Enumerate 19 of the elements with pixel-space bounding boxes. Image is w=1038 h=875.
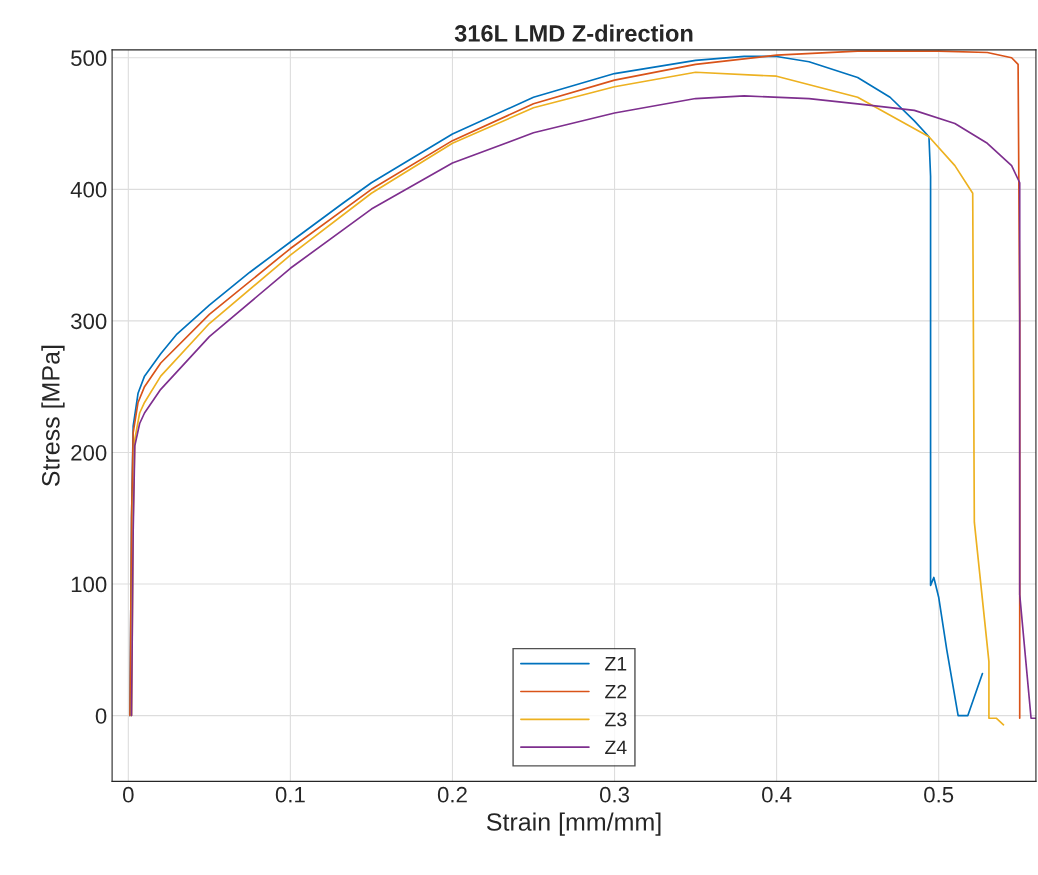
x-tick-label: 0.1 bbox=[275, 786, 305, 803]
x-axis-title: Strain [mm/mm] bbox=[486, 812, 661, 836]
x-tick-label: 0.3 bbox=[599, 786, 629, 803]
y-tick-label: 300 bbox=[71, 313, 107, 330]
y-axis-title: Stress [MPa] bbox=[41, 345, 65, 487]
legend-label: Z1 bbox=[605, 657, 627, 671]
x-tick-label: 0.4 bbox=[762, 786, 792, 803]
y-tick-label: 100 bbox=[71, 576, 107, 593]
y-tick-label: 200 bbox=[71, 445, 107, 461]
y-tick-label: 500 bbox=[71, 50, 107, 67]
x-tick-label: 0.5 bbox=[924, 786, 954, 803]
chart-title: 316L LMD Z-direction bbox=[454, 24, 693, 42]
legend-label: Z4 bbox=[605, 740, 627, 755]
y-tick-label: 400 bbox=[70, 181, 107, 198]
x-tick-label: 0.2 bbox=[437, 786, 467, 803]
legend-label: Z3 bbox=[605, 712, 627, 727]
legend-label: Z2 bbox=[605, 684, 627, 699]
x-tick-label: 0 bbox=[123, 786, 134, 803]
y-tick-label: 0 bbox=[95, 708, 107, 724]
